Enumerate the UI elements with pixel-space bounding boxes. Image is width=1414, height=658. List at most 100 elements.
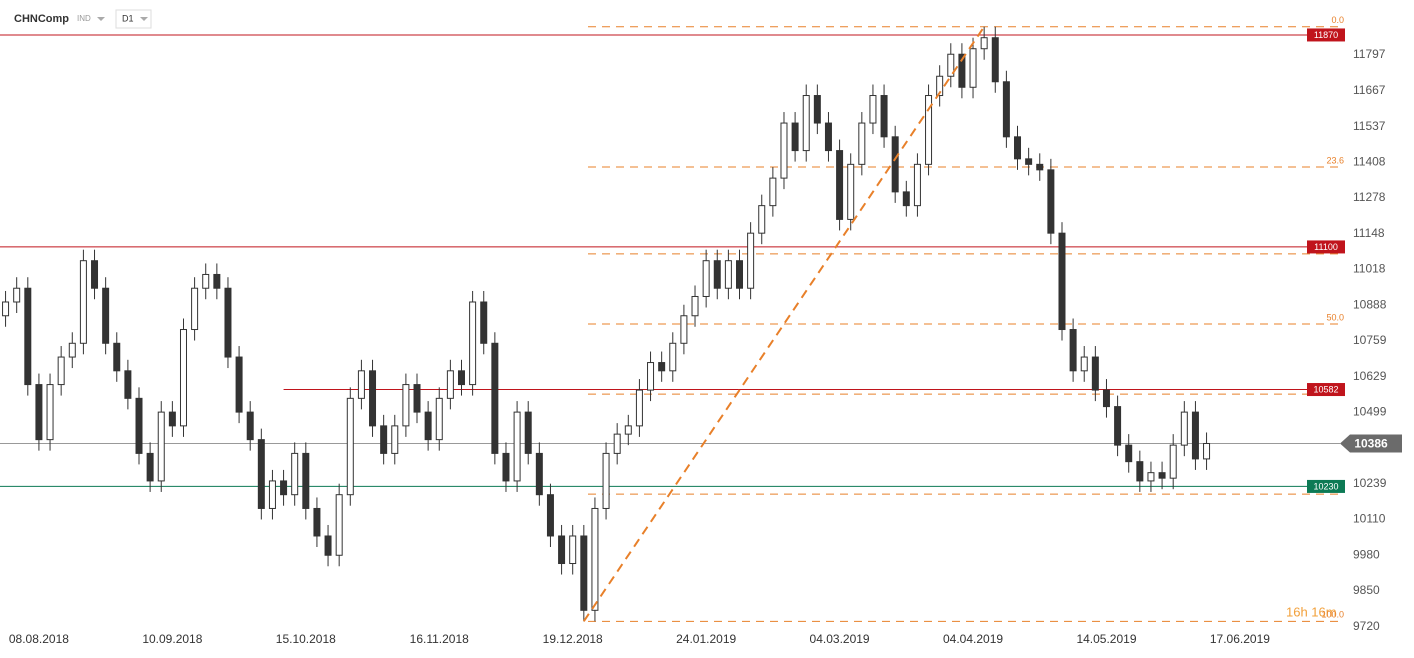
candle-body [624, 425, 632, 435]
x-tick-label: 08.08.2018 [9, 632, 69, 646]
candle-body [491, 342, 499, 454]
symbol: CHNComp [14, 13, 69, 25]
candle-body [1158, 472, 1166, 479]
candle-body [546, 494, 554, 537]
candle-body [535, 452, 543, 496]
candle-body [291, 452, 299, 496]
candle-body [446, 370, 454, 399]
candle-body [457, 370, 465, 386]
y-tick-label: 10759 [1353, 333, 1387, 347]
candle-body [913, 163, 921, 207]
candle-body [891, 136, 899, 193]
x-tick-label: 14.05.2019 [1076, 632, 1136, 646]
candle-body [680, 315, 688, 344]
candle-body [435, 397, 443, 441]
x-tick-label: 16.11.2018 [410, 632, 469, 646]
x-tick-label: 24.01.2019 [676, 632, 736, 646]
candle-body [724, 260, 732, 289]
y-tick-label: 10499 [1353, 405, 1387, 419]
candle-body [213, 273, 221, 289]
candle-body [1002, 81, 1010, 138]
candle-body [691, 295, 699, 317]
candle-body [424, 411, 432, 441]
candle-body [613, 433, 621, 454]
candle-body [1014, 136, 1022, 160]
y-tick-label: 10888 [1353, 297, 1387, 311]
candle-body [1080, 356, 1088, 372]
candle-body [24, 287, 32, 386]
fib-label: 100.0 [1321, 610, 1344, 620]
candle-body [168, 411, 176, 427]
candle-body [780, 122, 788, 179]
fib-label: 0.0 [1331, 15, 1344, 25]
candle-body [1136, 461, 1144, 482]
candle-body [658, 362, 666, 372]
candle-body [35, 384, 43, 441]
candle-body [1047, 169, 1055, 234]
candle-body [1147, 472, 1155, 482]
candle-body [79, 260, 87, 344]
candle-body [580, 535, 588, 611]
candle-body [902, 191, 910, 207]
price-level-label: 11870 [1314, 30, 1338, 40]
candle-body [1191, 411, 1199, 460]
candle-body [157, 411, 165, 482]
price-level-box [1307, 28, 1345, 42]
candle-body [246, 411, 254, 441]
y-tick-label: 9720 [1353, 619, 1380, 633]
candle-body [202, 273, 210, 289]
candle-body [102, 287, 110, 344]
candle-body [791, 122, 799, 152]
fib-label: 23.6 [1326, 155, 1344, 165]
y-tick-label: 11408 [1353, 154, 1386, 168]
candle-body [647, 362, 655, 391]
timeframe-dropdown[interactable] [140, 17, 148, 21]
candle-body [747, 232, 755, 289]
candle-body [936, 75, 944, 97]
candle-body [1203, 442, 1211, 460]
candle-body [1036, 163, 1044, 171]
candle-body [713, 260, 721, 289]
candle-body [68, 342, 76, 358]
candle-body [836, 150, 844, 220]
candle-body [813, 95, 821, 124]
candle-body [124, 370, 132, 399]
market: IND [77, 14, 91, 23]
candle-body [335, 494, 343, 556]
candle-body [880, 95, 888, 138]
candle-body [958, 53, 966, 88]
candle-body [413, 384, 421, 413]
candle-body [969, 48, 977, 88]
candle-body [179, 329, 187, 427]
candle-body [346, 397, 354, 496]
y-tick-label: 11148 [1353, 226, 1385, 240]
candle-body [146, 452, 154, 482]
candle-body [558, 535, 566, 565]
candle-body [224, 287, 232, 358]
price-level-box [1307, 383, 1345, 397]
candle-body [1125, 444, 1133, 463]
candle-body [191, 287, 199, 331]
candle-body [925, 95, 933, 165]
candle-body [869, 95, 877, 124]
x-tick-label: 04.03.2019 [810, 632, 870, 646]
candle-body [324, 535, 332, 556]
current-price-box [1340, 434, 1402, 453]
market-dropdown[interactable] [97, 17, 105, 21]
candle-body [1091, 356, 1099, 391]
price-level-box [1307, 240, 1345, 254]
candle-body [802, 95, 810, 152]
candle-body [13, 287, 21, 303]
timeframe-box[interactable] [115, 9, 152, 29]
candle-body [369, 370, 377, 427]
candle-body [46, 384, 54, 441]
candle-body [235, 356, 243, 413]
candle-body [591, 507, 599, 611]
candle-body [1069, 329, 1077, 372]
candle-body [635, 389, 643, 427]
candle-body [569, 535, 577, 565]
candle-body [736, 260, 744, 289]
x-tick-label: 17.06.2019 [1210, 632, 1270, 646]
y-tick-label: 10239 [1353, 476, 1387, 490]
